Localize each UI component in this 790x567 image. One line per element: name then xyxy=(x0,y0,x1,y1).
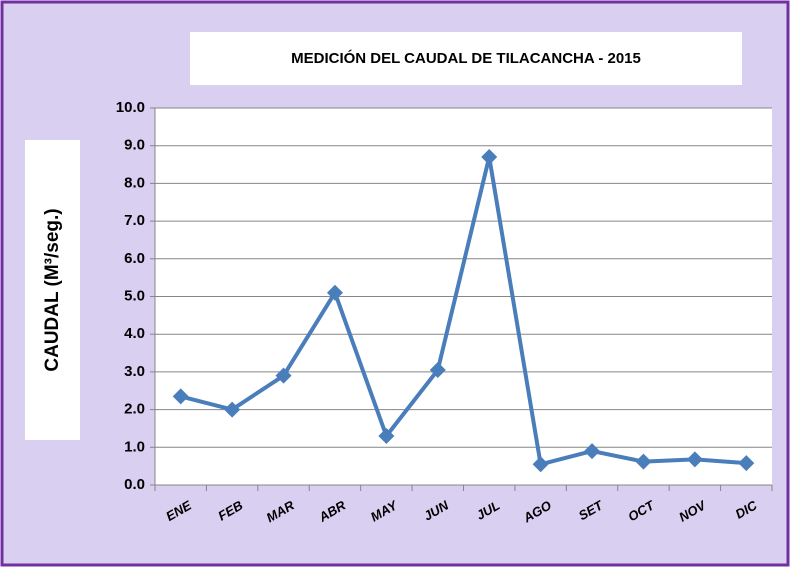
marker xyxy=(481,149,498,166)
marker xyxy=(686,451,703,468)
y-tick-label: 9.0 xyxy=(124,137,145,154)
title-box xyxy=(190,32,742,85)
marker xyxy=(326,284,343,301)
y-axis-label: CAUDAL (M³/seg.) xyxy=(42,208,63,371)
marker xyxy=(275,367,292,384)
y-tick-label: 2.0 xyxy=(124,401,145,418)
marker xyxy=(224,401,241,418)
marker xyxy=(532,456,549,473)
y-tick-label: 7.0 xyxy=(124,212,145,229)
y-tick-label: 5.0 xyxy=(124,287,145,304)
marker xyxy=(635,453,652,470)
y-tick-label: 3.0 xyxy=(124,363,145,380)
chart-title: MEDICIÓN DEL CAUDAL DE TILACANCHA - 2015 xyxy=(291,49,641,67)
marker xyxy=(378,427,395,444)
marker xyxy=(738,455,755,472)
y-tick-label: 4.0 xyxy=(124,325,145,342)
y-tick-label: 6.0 xyxy=(124,250,145,267)
marker xyxy=(429,362,446,379)
y-tick-label: 0.0 xyxy=(124,476,145,493)
y-label-box xyxy=(25,140,80,440)
y-tick-label: 10.0 xyxy=(116,99,145,116)
y-tick-label: 8.0 xyxy=(124,174,145,191)
series-line xyxy=(180,155,747,467)
y-tick-label: 1.0 xyxy=(124,438,145,455)
marker xyxy=(584,443,601,460)
marker xyxy=(172,388,189,405)
